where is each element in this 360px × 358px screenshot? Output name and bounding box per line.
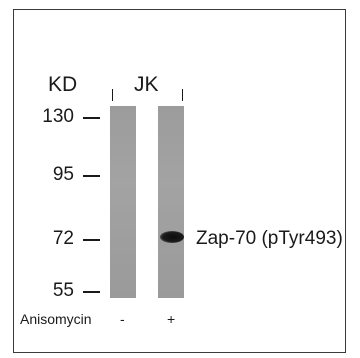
blot-lane-treated <box>158 106 184 298</box>
lane-bracket-right <box>182 89 183 101</box>
marker-tick-95 <box>83 175 100 177</box>
marker-tick-130 <box>83 117 100 119</box>
zap70-band <box>160 231 184 243</box>
cell-line-label: JK <box>134 73 159 96</box>
treatment-label: Anisomycin <box>20 311 92 327</box>
marker-72: 72 <box>52 228 74 249</box>
figure-frame <box>13 9 346 353</box>
blot-lane-untreated <box>110 106 136 298</box>
marker-tick-72 <box>83 239 100 241</box>
treatment-sign-treated: + <box>167 311 176 327</box>
kd-label: KD <box>48 73 78 96</box>
marker-95: 95 <box>52 164 74 185</box>
marker-130: 130 <box>42 106 74 127</box>
marker-tick-55 <box>83 291 100 293</box>
lane-bracket-left <box>112 89 113 101</box>
marker-55: 55 <box>52 280 74 301</box>
band-label: Zap-70 (pTyr493) <box>196 228 343 249</box>
treatment-sign-untreated: - <box>120 311 125 327</box>
